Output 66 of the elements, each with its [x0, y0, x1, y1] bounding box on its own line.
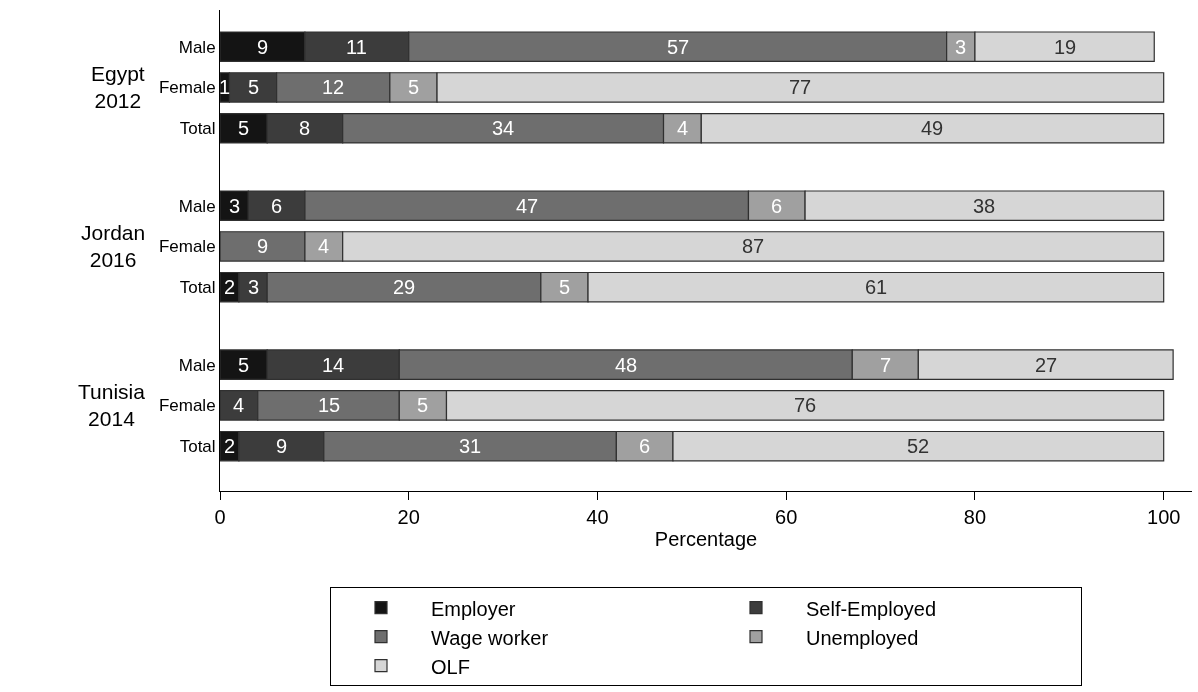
- data-label: 5: [417, 394, 429, 416]
- y-tick-label: Female: [158, 78, 216, 98]
- y-tick-label: Female: [158, 237, 216, 257]
- data-label: 9: [257, 36, 269, 58]
- data-label: 9: [257, 235, 269, 257]
- text: Jordan 2016: [81, 221, 146, 272]
- data-label: 14: [322, 354, 345, 376]
- data-label: 34: [492, 117, 515, 139]
- data-label: 77: [789, 76, 812, 98]
- data-label: 15: [318, 394, 341, 416]
- data-label: 9: [276, 435, 288, 457]
- y-tick-label: Male: [178, 196, 216, 216]
- data-label: 76: [794, 394, 817, 416]
- y-tick-label: Male: [178, 355, 216, 375]
- legend-label: Self-Employed: [806, 597, 937, 620]
- data-label: 27: [1035, 354, 1058, 376]
- x-tick-label: 60: [775, 506, 798, 528]
- data-label: 11: [346, 36, 367, 58]
- data-label: 5: [559, 276, 571, 298]
- y-tick-label: Female: [158, 396, 216, 416]
- y-tick-label: Total: [179, 437, 216, 457]
- data-label: 7: [880, 354, 892, 376]
- data-label: 2: [224, 435, 236, 457]
- data-label: 29: [393, 276, 416, 298]
- data-label: 6: [771, 195, 783, 217]
- data-label: 57: [667, 36, 690, 58]
- y-tick-label: Total: [179, 119, 216, 139]
- data-label: 12: [322, 76, 345, 98]
- x-axis-title: Percentage: [654, 527, 758, 550]
- legend-label: Wage worker: [431, 626, 549, 649]
- data-label: 1: [219, 76, 231, 98]
- data-label: 3: [248, 276, 260, 298]
- text: Tunisia 2014: [78, 380, 146, 431]
- x-tick-label: 40: [586, 506, 609, 528]
- legend-label: Employer: [431, 597, 516, 620]
- x-tick-label: 0: [214, 506, 226, 528]
- data-label: 3: [955, 36, 967, 58]
- data-label: 48: [615, 354, 638, 376]
- data-label: 5: [238, 354, 250, 376]
- data-label: 4: [677, 117, 689, 139]
- data-label: 3: [229, 195, 241, 217]
- data-label: 8: [299, 117, 311, 139]
- x-tick-label: 20: [397, 506, 420, 528]
- data-label: 5: [408, 76, 420, 98]
- data-label: 4: [233, 394, 245, 416]
- data-label: 87: [742, 235, 765, 257]
- data-label: 61: [865, 276, 888, 298]
- y-tick-label: Total: [179, 278, 216, 298]
- data-label: 19: [1054, 36, 1077, 58]
- text: Egypt 2012: [91, 62, 145, 113]
- data-label: 52: [907, 435, 930, 457]
- data-label: 47: [516, 195, 539, 217]
- data-label: 5: [238, 117, 250, 139]
- data-label: 4: [318, 235, 330, 257]
- data-label: 2: [224, 276, 236, 298]
- data-label: 6: [639, 435, 651, 457]
- x-tick-label: 100: [1147, 506, 1181, 528]
- y-tick-label: Male: [178, 37, 216, 57]
- data-label: 38: [973, 195, 996, 217]
- x-tick-label: 80: [963, 506, 987, 528]
- data-label: 31: [459, 435, 482, 457]
- data-label: 49: [921, 117, 944, 139]
- data-label: 6: [271, 195, 283, 217]
- data-label: 5: [248, 76, 260, 98]
- legend-label: OLF: [431, 655, 470, 678]
- legend-label: Unemployed: [806, 626, 919, 649]
